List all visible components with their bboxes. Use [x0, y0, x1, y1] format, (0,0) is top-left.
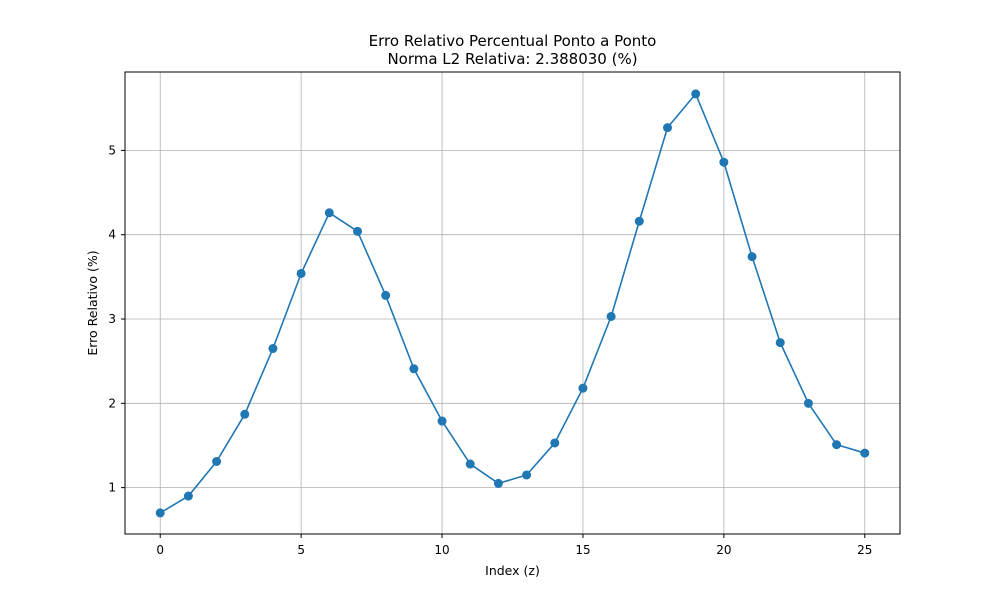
data-point — [493, 478, 503, 488]
series-layer — [155, 89, 870, 518]
y-tick-label: 1 — [108, 481, 116, 495]
data-point — [296, 268, 306, 278]
data-point — [550, 438, 560, 448]
plot-frame — [124, 71, 901, 535]
chart-title: Erro Relativo Percentual Ponto a Ponto — [369, 32, 657, 50]
x-axis-label: Index (z) — [485, 563, 540, 578]
data-point — [465, 459, 475, 469]
data-point — [775, 338, 785, 348]
data-point — [663, 123, 672, 133]
x-tick-label: 0 — [156, 543, 164, 557]
x-tick-label: 25 — [857, 543, 872, 557]
y-tick-label: 4 — [108, 228, 116, 242]
data-point — [832, 440, 842, 450]
data-point — [324, 208, 334, 218]
data-point — [719, 157, 729, 167]
data-point — [155, 508, 165, 518]
data-point — [634, 216, 644, 226]
x-tick-label: 20 — [716, 543, 731, 557]
ticks: 0 5 10 15 20 25 1 2 3 4 5 — [108, 143, 872, 557]
data-point — [409, 364, 419, 374]
data-point — [860, 448, 870, 458]
data-point — [212, 456, 222, 466]
data-point — [803, 398, 813, 408]
y-tick-label: 2 — [108, 396, 116, 410]
x-tick-label: 10 — [434, 543, 449, 557]
data-point — [240, 409, 250, 419]
x-tick-label: 5 — [297, 543, 305, 557]
data-point — [522, 470, 532, 480]
data-point — [268, 344, 278, 354]
data-point — [381, 290, 391, 300]
data-point — [747, 252, 757, 262]
data-point — [183, 491, 193, 501]
chart-subtitle: Norma L2 Relativa: 2.388030 (%) — [387, 50, 637, 68]
y-tick-label: 5 — [108, 143, 116, 157]
data-point — [691, 89, 701, 99]
y-tick-label: 3 — [108, 312, 116, 326]
data-point — [353, 226, 362, 236]
series-line — [159, 93, 865, 514]
data-point — [606, 311, 616, 321]
grid — [125, 72, 900, 534]
data-point — [578, 383, 588, 393]
x-tick-label: 15 — [575, 543, 590, 557]
data-point — [437, 416, 447, 426]
y-axis-label: Erro Relativo (%) — [85, 250, 100, 355]
